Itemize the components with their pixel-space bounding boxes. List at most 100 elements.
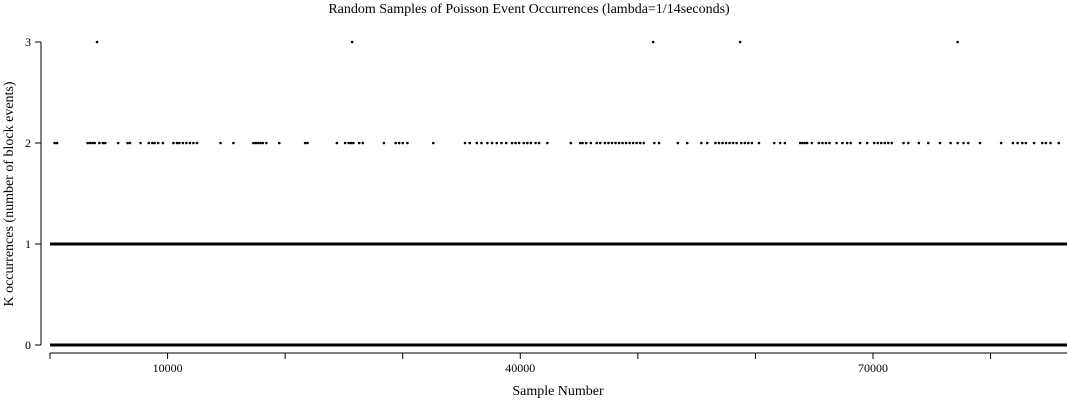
- data-point: [999, 141, 1003, 145]
- data-point: [902, 141, 905, 145]
- data-point: [657, 141, 661, 145]
- data-point: [259, 141, 262, 145]
- data-point: [103, 141, 107, 145]
- data-point: [731, 141, 735, 145]
- y-ticks: 0 1 2 3: [25, 35, 41, 352]
- data-point: [126, 141, 129, 145]
- data-point: [1021, 141, 1024, 145]
- data-point: [685, 141, 689, 145]
- data-point: [747, 141, 750, 145]
- data-point: [635, 141, 638, 145]
- x-axis-label: Sample Number: [512, 384, 604, 399]
- data-point: [277, 141, 281, 145]
- data-point: [962, 141, 965, 145]
- data-point: [382, 141, 386, 145]
- data-point: [607, 141, 610, 145]
- data-point: [569, 141, 573, 145]
- data-point: [617, 141, 621, 145]
- data-point: [463, 141, 467, 145]
- data-point: [178, 141, 181, 145]
- data-point: [926, 141, 930, 145]
- data-point: [949, 141, 952, 145]
- data-point: [185, 141, 188, 145]
- data-point: [738, 40, 742, 44]
- y-axis-label: K occurrences (number of block events): [2, 81, 17, 306]
- data-point: [783, 141, 787, 145]
- data-point: [406, 141, 409, 145]
- data-point: [817, 141, 821, 145]
- data-point: [252, 141, 255, 145]
- data-point: [845, 141, 849, 145]
- data-point: [1044, 141, 1048, 145]
- data-point: [879, 141, 883, 145]
- data-point: [714, 141, 717, 145]
- data-point: [431, 141, 435, 145]
- data-point: [743, 141, 747, 145]
- data-point: [86, 141, 89, 145]
- data-point: [254, 141, 258, 145]
- data-point: [53, 141, 57, 145]
- data-point: [500, 141, 503, 145]
- data-point: [865, 141, 869, 145]
- data-point: [468, 141, 472, 145]
- data-point: [728, 141, 731, 145]
- data-point: [265, 141, 268, 145]
- data-point: [534, 141, 537, 145]
- data-point: [116, 141, 120, 145]
- data-point: [603, 141, 607, 145]
- data-point: [886, 141, 890, 145]
- data-point: [651, 40, 655, 44]
- data-point: [628, 141, 631, 145]
- data-point: [805, 141, 809, 145]
- data-point: [824, 141, 828, 145]
- data-point: [522, 141, 526, 145]
- data-point: [335, 141, 339, 145]
- data-point: [1041, 141, 1044, 145]
- data-point: [906, 141, 910, 145]
- data-point: [357, 141, 361, 145]
- data-point: [956, 141, 959, 145]
- chart-title: Random Samples of Poisson Event Occurren…: [328, 2, 730, 17]
- data-points: [53, 40, 1061, 145]
- data-point: [181, 141, 185, 145]
- x-ticks: 10000 40000 70000: [49, 353, 992, 375]
- data-point: [978, 141, 982, 145]
- data-point: [724, 141, 728, 145]
- data-point: [88, 141, 92, 145]
- data-point: [849, 141, 852, 145]
- data-point: [394, 141, 397, 145]
- data-point: [917, 141, 921, 145]
- data-point: [589, 141, 593, 145]
- data-point: [631, 141, 635, 145]
- data-point: [1049, 141, 1052, 145]
- data-point: [835, 141, 838, 145]
- data-point: [621, 141, 624, 145]
- data-point: [306, 141, 309, 145]
- data-point: [956, 40, 959, 44]
- data-point: [153, 141, 156, 145]
- data-point: [810, 141, 814, 145]
- data-point: [798, 141, 802, 145]
- y-tick-label: 1: [25, 237, 31, 251]
- data-point: [303, 141, 307, 145]
- data-point: [676, 141, 680, 145]
- data-point: [740, 141, 743, 145]
- data-point: [578, 141, 582, 145]
- data-point: [147, 141, 151, 145]
- data-point: [624, 141, 628, 145]
- data-point: [1032, 141, 1036, 145]
- data-point: [93, 141, 96, 145]
- y-tick-label: 3: [25, 35, 31, 49]
- data-point: [480, 141, 483, 145]
- data-point: [475, 141, 479, 145]
- data-point: [343, 141, 347, 145]
- data-point: [261, 141, 265, 145]
- data-point: [95, 40, 99, 44]
- data-point: [872, 141, 876, 145]
- data-point: [486, 141, 489, 145]
- data-point: [139, 141, 142, 145]
- data-point: [495, 141, 499, 145]
- data-point: [595, 141, 599, 145]
- data-point: [700, 141, 703, 145]
